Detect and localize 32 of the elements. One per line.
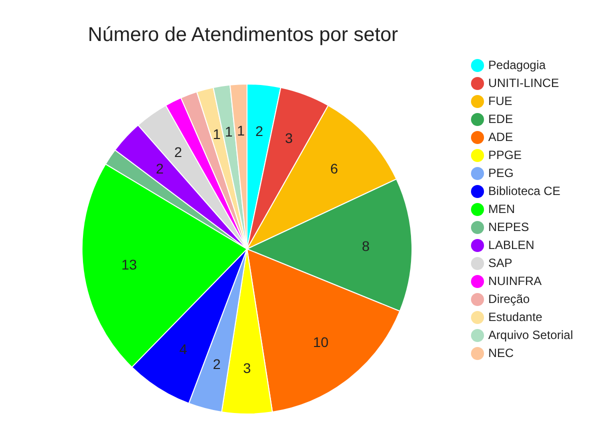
legend-label: FUE xyxy=(488,94,512,108)
data-label: 4 xyxy=(179,341,188,358)
data-label: 2 xyxy=(212,356,221,372)
legend-label: MEN xyxy=(488,202,515,216)
data-label: 10 xyxy=(312,334,329,350)
chart-title: Número de Atendimentos por setor xyxy=(86,24,400,47)
legend-label: Pedagogia xyxy=(488,58,546,72)
legend-label: Estudante xyxy=(488,310,542,324)
legend-label: Direção xyxy=(488,292,530,306)
data-label: 1 xyxy=(236,122,245,138)
data-label: 3 xyxy=(285,130,294,146)
legend-label: Biblioteca CE xyxy=(488,184,560,198)
legend-label: LABLEN xyxy=(488,238,534,252)
legend-label: EDE xyxy=(488,112,513,126)
legend-label: ADE xyxy=(488,130,513,144)
legend-label: Arquivo Setorial xyxy=(488,328,573,342)
legend-label: NEPES xyxy=(488,220,529,234)
legend-label: NEC xyxy=(488,346,514,360)
data-label: 2 xyxy=(255,122,264,139)
data-label: 2 xyxy=(156,160,164,176)
data-label: 1 xyxy=(212,126,221,142)
legend-label: PPGE xyxy=(488,148,522,162)
legend-label: PEG xyxy=(488,166,514,180)
data-label: 3 xyxy=(243,360,252,376)
legend-label: NUINFRA xyxy=(488,274,542,288)
data-label: 8 xyxy=(362,238,370,254)
data-label: 13 xyxy=(121,256,138,272)
legend-label: UNITI-LINCE xyxy=(488,76,559,90)
data-label: 6 xyxy=(330,160,338,176)
data-label: 1 xyxy=(224,124,233,140)
legend-label: SAP xyxy=(488,256,512,270)
data-label: 2 xyxy=(174,144,182,160)
